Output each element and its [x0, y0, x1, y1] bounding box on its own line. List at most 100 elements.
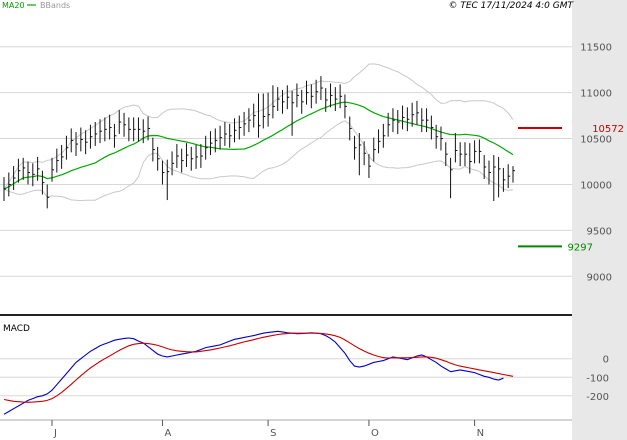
x-tick-label: O [371, 428, 379, 439]
macd-series-macd [3, 330, 504, 415]
price-bar [75, 132, 79, 156]
price-bar [334, 87, 338, 111]
price-bar [426, 108, 429, 133]
price-bar [17, 158, 21, 183]
price-bar [142, 119, 146, 144]
ma20-line [3, 101, 514, 190]
price-bar [99, 119, 103, 144]
price-bar [171, 151, 175, 176]
price-bar [51, 157, 55, 182]
price-bar [166, 159, 170, 201]
price-bar [123, 112, 127, 137]
price-bar [157, 146, 160, 171]
x-tick-label: A [164, 428, 171, 439]
price-bar [306, 80, 309, 105]
price-bar [493, 155, 496, 201]
price-bar [382, 123, 386, 148]
price-bar [253, 103, 256, 128]
price-bar [373, 137, 376, 162]
price-bar [282, 89, 285, 114]
price-bar [27, 161, 31, 185]
price-bar [147, 116, 151, 141]
price-bar [402, 105, 405, 130]
price-bar [229, 123, 232, 148]
price-bar [301, 89, 304, 114]
price-bar [61, 144, 64, 169]
x-axis-strip [0, 420, 572, 440]
x-tick-label: S [270, 428, 276, 439]
macd-axis: 0 -100 -200 [586, 355, 609, 403]
price-bar [363, 141, 367, 166]
price-bar [507, 164, 511, 189]
price-bar [65, 135, 69, 160]
price-bar [349, 116, 352, 141]
price-bar [435, 124, 439, 149]
ma20-path [3, 101, 514, 190]
price-bar [267, 92, 271, 127]
price-bar [378, 129, 381, 154]
price-grid [0, 46, 572, 277]
price-bar [94, 122, 98, 146]
price-bar [512, 166, 515, 183]
price-bar [459, 142, 463, 167]
price-tick-label: 10000 [580, 180, 612, 191]
price-bar [387, 112, 391, 137]
price-bar [325, 88, 328, 112]
price-bar [13, 166, 16, 190]
price-bar [200, 144, 203, 168]
price-bar [8, 172, 11, 197]
price-bar [445, 142, 448, 167]
copyright-text: © TEC 17/11/2024 4:0 GMT [448, 1, 574, 11]
price-bar [421, 108, 424, 133]
price-bar [133, 117, 136, 142]
price-bar [296, 83, 299, 108]
price-bar [339, 84, 343, 109]
price-bar [85, 130, 88, 155]
price-bar [32, 163, 35, 187]
macd-tick-label: 0 [603, 355, 609, 366]
price-bar [416, 100, 419, 125]
price-bar [195, 144, 199, 169]
price-bar [56, 148, 59, 173]
support-label: 9297 [568, 242, 593, 253]
price-bar [205, 135, 208, 160]
price-bar [450, 157, 453, 199]
price-bar [80, 127, 83, 152]
price-bar [258, 93, 261, 138]
x-tick-label: J [53, 428, 57, 439]
price-tick-label: 11500 [580, 43, 612, 54]
price-bar [358, 133, 362, 176]
price-bar [272, 85, 275, 119]
price-axis-background [572, 0, 627, 440]
price-bar [104, 117, 107, 142]
price-tick-label: 11000 [580, 89, 612, 100]
macd-panel [0, 316, 572, 420]
price-bar [502, 167, 506, 192]
price-bar [478, 139, 482, 164]
price-bar [397, 110, 400, 134]
price-bar [224, 122, 227, 146]
price-bar [286, 85, 290, 110]
price-bar [464, 142, 467, 167]
price-bar [161, 160, 165, 185]
price-bar [310, 84, 314, 109]
price-bar [70, 128, 74, 153]
price-bar [315, 79, 319, 104]
price-bar [128, 117, 131, 142]
price-bar [243, 111, 247, 136]
x-tick-label: N [477, 428, 484, 439]
price-bar [46, 184, 50, 209]
price-bars [3, 76, 515, 209]
price-tick-label: 10500 [580, 135, 612, 146]
price-axis: 9000 9500 10000 10500 11000 11500 [580, 43, 612, 284]
macd-title: MACD [3, 324, 30, 334]
price-bar [219, 125, 223, 150]
bband-lower [3, 120, 514, 202]
price-bar [354, 135, 357, 160]
price-bar [176, 144, 179, 168]
price-bar [137, 117, 141, 142]
macd-grid [0, 358, 572, 397]
macd-tick-label: -100 [586, 373, 609, 384]
price-bar [109, 114, 112, 140]
